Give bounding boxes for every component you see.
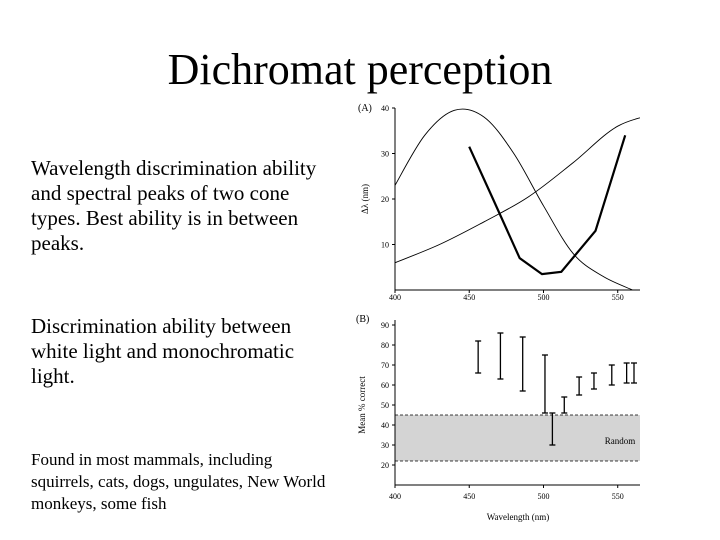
error-bar: [561, 396, 568, 414]
panel-a-label: (A): [358, 103, 372, 114]
slide-title: Dichromat perception: [167, 45, 553, 94]
panel-a-y-tick-label: 10: [381, 241, 389, 250]
random-band: [395, 415, 640, 461]
random-label: Random: [605, 436, 636, 446]
text-discrimination-white-light: Discrimination ability between white lig…: [31, 314, 295, 388]
panel-b-label: (B): [356, 314, 369, 325]
panel-a-x-tick-label: 400: [389, 293, 401, 302]
error-bar: [631, 362, 637, 384]
error-bar: [541, 354, 548, 414]
panel-b-y-tick-label: 70: [381, 361, 389, 370]
error-bar: [576, 376, 583, 396]
panel-b-x-tick-label: 500: [537, 492, 549, 501]
panel-b-y-tick-label: 90: [381, 321, 389, 330]
error-bar: [608, 364, 615, 386]
panel-b-x-tick-label: 550: [612, 492, 624, 501]
panel-b-y-tick-label: 40: [381, 421, 389, 430]
panel-a-x-tick-label: 450: [463, 293, 475, 302]
panel-a-wavelength-discrimination: Δλ (nm) 10 20 30 40 400 450 500 550: [360, 104, 640, 302]
error-bar: [549, 412, 556, 446]
panel-b-x-label: Wavelength (nm): [487, 512, 550, 522]
error-bar: [519, 336, 526, 392]
panel-b-x-tick-label: 400: [389, 492, 401, 501]
panel-a-y-tick-label: 40: [381, 104, 389, 113]
panel-b-y-tick-label: 60: [381, 381, 389, 390]
panel-a-y-tick-label: 20: [381, 195, 389, 204]
error-bar: [623, 362, 630, 384]
discrimination-curve: [468, 134, 627, 276]
panel-a-y-label: Δλ (nm): [360, 184, 370, 214]
panel-a-x-tick-label: 500: [537, 293, 549, 302]
long-wave-cone-curve: [395, 117, 640, 264]
panel-b-y-tick-label: 50: [381, 401, 389, 410]
error-bar: [590, 372, 597, 390]
panel-b-y-label: Mean % correct: [357, 376, 367, 434]
error-bar: [475, 340, 482, 374]
panel-a-x-tick-label: 550: [612, 293, 624, 302]
figure: (A) Δλ (nm) 10 20 30 40 400 450 500 550 (B) Ran…: [356, 103, 640, 522]
panel-b-x-tick-label: 450: [463, 492, 475, 501]
panel-b-y-tick-label: 80: [381, 341, 389, 350]
text-found-in-mammals: Found in most mammals, including squirre…: [31, 450, 326, 513]
panel-b-y-tick-label: 30: [381, 441, 389, 450]
error-bar: [497, 332, 504, 380]
short-wave-cone-curve: [395, 108, 633, 290]
text-wavelength-discrimination: Wavelength discrimination ability and sp…: [31, 156, 317, 255]
panel-b-percent-correct: Random Mean % correct Wavelength (nm) 20…: [357, 320, 640, 522]
panel-b-y-tick-label: 20: [381, 461, 389, 470]
panel-a-y-tick-label: 30: [381, 150, 389, 159]
